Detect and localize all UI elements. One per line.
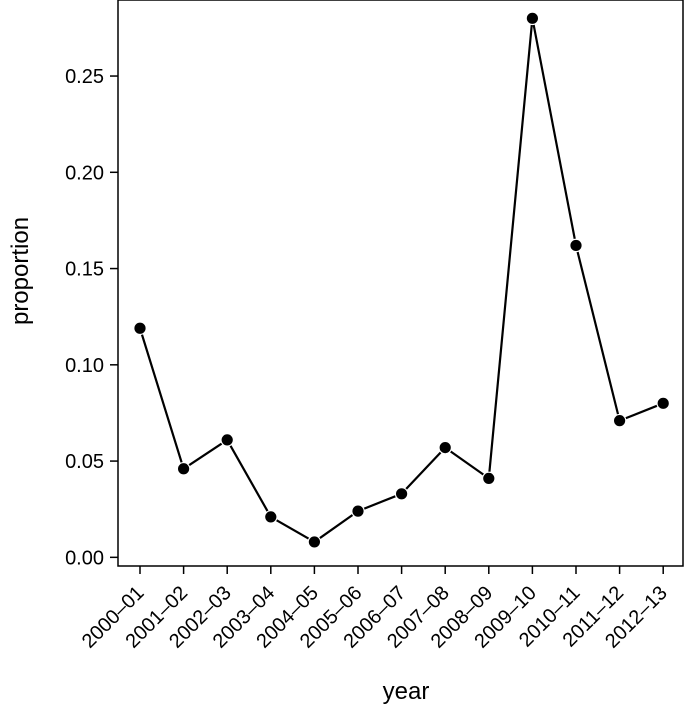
series-point xyxy=(612,413,627,428)
plot-frame xyxy=(117,0,684,567)
x-axis: 2000–012001–022002–032003–042004–052005–… xyxy=(78,566,672,653)
series-point xyxy=(525,11,540,26)
series-point xyxy=(351,504,365,518)
series-point xyxy=(307,535,322,549)
series-point xyxy=(481,471,496,486)
series-point xyxy=(656,396,670,411)
y-tick-label: 0.10 xyxy=(65,355,104,377)
series-point xyxy=(438,440,452,455)
y-tick-label: 0.20 xyxy=(65,162,104,184)
y-axis: 0.00 0.05 0.10 0.15 0.20 0.25 xyxy=(65,66,118,569)
series-layer xyxy=(133,11,670,549)
y-tick-label: 0.00 xyxy=(65,547,104,569)
y-axis-title: proportion xyxy=(7,217,34,325)
y-tick-label: 0.25 xyxy=(65,66,104,88)
x-axis-title: year xyxy=(383,678,430,705)
series-point xyxy=(133,321,147,336)
series-point xyxy=(394,487,409,501)
y-tick-label: 0.05 xyxy=(65,451,104,473)
y-tick-label: 0.15 xyxy=(65,259,104,281)
series-point xyxy=(263,510,278,524)
series-point xyxy=(220,433,234,447)
series-point xyxy=(569,238,583,253)
series-point xyxy=(176,461,191,476)
